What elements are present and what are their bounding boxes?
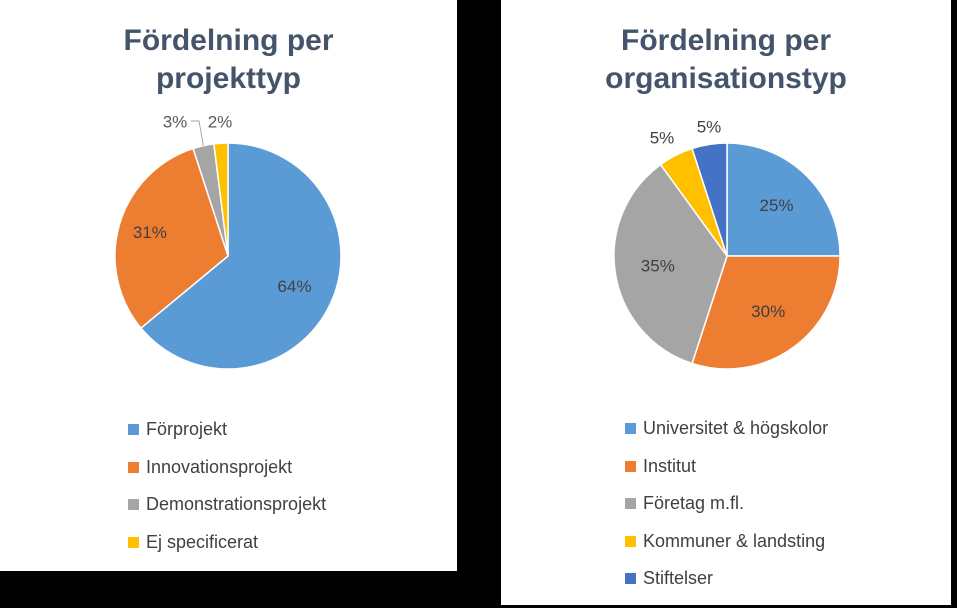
legend-item: Ej specificerat [128, 524, 326, 562]
leader-line [191, 120, 204, 146]
pie-slice-2 [114, 147, 229, 330]
pie-slice-3 [613, 163, 728, 365]
data-label: 64% [277, 277, 311, 296]
legend-item: Universitet & högskolor [625, 410, 828, 448]
legend-item: Innovationsprojekt [128, 449, 326, 487]
pie-chart-organisationstyp: 25% 30% 35% 5% 5% [613, 117, 841, 370]
legend-swatch [128, 536, 139, 548]
data-label: 25% [760, 196, 794, 215]
legend-label: Kommuner & landsting [643, 530, 826, 551]
legend-swatch [625, 573, 636, 585]
data-label: 5% [697, 117, 722, 136]
pie-slice-1 [726, 142, 841, 257]
pie-slice-5 [691, 142, 728, 257]
pie-slice-4 [212, 142, 229, 257]
chart-title: Fördelning per organisationstyp [605, 24, 847, 95]
legend-swatch [128, 424, 139, 436]
legend-item: Demonstrationsprojekt [128, 486, 326, 524]
legend-swatch [625, 460, 636, 472]
legend-item: Kommuner & landsting [625, 523, 828, 561]
legend-label: Universitet & högskolor [643, 418, 829, 439]
pie-slice-2 [691, 255, 841, 370]
legend-swatch [625, 498, 636, 510]
legend-label: Innovationsprojekt [146, 456, 293, 477]
chart-legend: Universitet & högskolor Institut Företag m… [625, 410, 828, 598]
legend-swatch [128, 461, 139, 473]
legend-item: Förprojekt [128, 411, 326, 449]
legend-swatch [128, 499, 139, 511]
legend-label: Demonstrationsprojekt [146, 494, 327, 515]
legend-label: Ej specificerat [146, 531, 259, 552]
legend-label: Förprojekt [146, 419, 228, 440]
legend-swatch [625, 423, 636, 435]
legend-label: Företag m.fl. [643, 493, 745, 514]
legend-swatch [625, 535, 636, 547]
data-label: 2% [208, 112, 233, 131]
chart-title: Fördelning per projekttyp [123, 24, 334, 95]
legend-label: Institut [643, 455, 697, 476]
legend-label: Stiftelser [643, 568, 714, 589]
legend-item: Stiftelser [625, 560, 828, 598]
data-label: 31% [133, 223, 167, 242]
data-label: 30% [751, 302, 785, 321]
chart-legend: Förprojekt Innovationsprojekt Demonstratio… [128, 411, 326, 561]
pie-chart-projekttyp: 64% 31% 3% 2% [114, 112, 342, 370]
data-label: 5% [650, 128, 675, 147]
chart-panel-projekttyp: Fördelning per projekttyp 64% 31% 3% 2% För… [0, 0, 457, 571]
chart-panel-organisationstyp: Fördelning per organisationstyp 25% 30% 35… [501, 0, 951, 605]
legend-item: Företag m.fl. [625, 485, 828, 523]
legend-item: Institut [625, 448, 828, 486]
data-label: 3% [163, 112, 188, 131]
pie-slice-1 [139, 142, 342, 370]
data-label: 35% [641, 256, 675, 275]
